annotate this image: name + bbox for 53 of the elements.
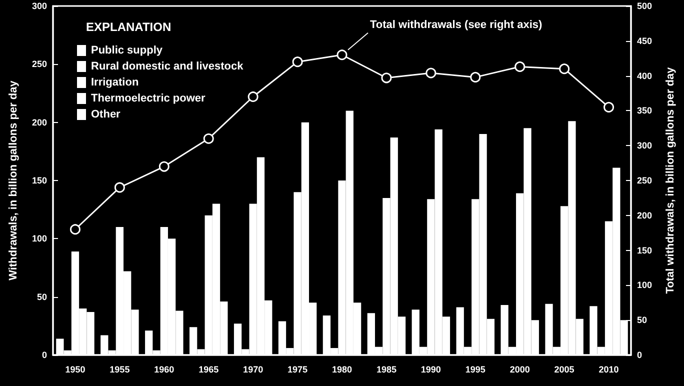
x-tick-label: 1980 [332, 364, 352, 374]
x-tick-label: 1985 [376, 364, 396, 374]
point [292, 56, 303, 68]
y-tick-label: 300 [32, 1, 47, 11]
point [470, 72, 481, 82]
legend-label: Irrigation [91, 76, 139, 88]
point [559, 64, 570, 74]
point [426, 68, 436, 78]
x-tick-label: 1965 [198, 364, 219, 374]
y-tick-label: 200 [32, 117, 47, 128]
point [248, 91, 258, 102]
x-tick-label: 1990 [420, 364, 441, 374]
point [604, 102, 614, 112]
x-tick-label: 1970 [243, 364, 264, 374]
y-tick-label: 50 [36, 292, 47, 302]
text: Total withdrawals (see right axis) [370, 18, 543, 31]
x-tick-label: 1975 [288, 364, 308, 374]
legend-label: Other [91, 108, 122, 120]
y-tick-label: 0 [42, 350, 47, 360]
x-tick-label: 1955 [110, 364, 130, 374]
y2-tick-label: 0 [637, 350, 642, 360]
point [514, 61, 526, 72]
y2-tick-label: 400 [637, 70, 652, 81]
point [114, 182, 125, 193]
y2-tick-label: 50 [637, 315, 648, 326]
x-tick-label: 1950 [65, 364, 86, 374]
point [203, 133, 214, 144]
x-tick-label: 2000 [510, 364, 530, 374]
legend-label: Public supply [91, 44, 164, 56]
legend-label: Thermoelectric power [91, 92, 206, 104]
y2-tick-label: 250 [637, 176, 652, 186]
x-tick-label: 1960 [154, 364, 174, 374]
y2-tick-label: 350 [637, 106, 652, 116]
y2-axis-title: Total withdrawals, in billion gallons per day [664, 66, 676, 294]
x-tick-label: 2005 [554, 364, 574, 374]
legend-title: EXPLANATION [86, 20, 172, 34]
y-tick-label: 100 [32, 234, 47, 244]
y2-tick-label: 500 [637, 1, 652, 11]
x-tick-label: 2010 [598, 364, 619, 374]
point [158, 161, 170, 172]
y2-tick-label: 450 [637, 36, 652, 46]
point [336, 50, 348, 60]
y-axis-title: Withdrawals, in billion gallons per day [8, 80, 20, 280]
point [70, 224, 80, 235]
x-tick-label: 1995 [465, 364, 486, 374]
y2-tick-label: 200 [637, 210, 652, 220]
y-tick-label: 250 [32, 59, 47, 70]
y2-tick-label: 300 [637, 140, 652, 151]
legend-label: Rural domestic and livestock [91, 60, 244, 72]
point [381, 72, 392, 84]
y2-tick-label: 100 [637, 280, 652, 290]
y2-tick-label: 150 [637, 245, 652, 256]
y-tick-label: 150 [32, 176, 47, 186]
